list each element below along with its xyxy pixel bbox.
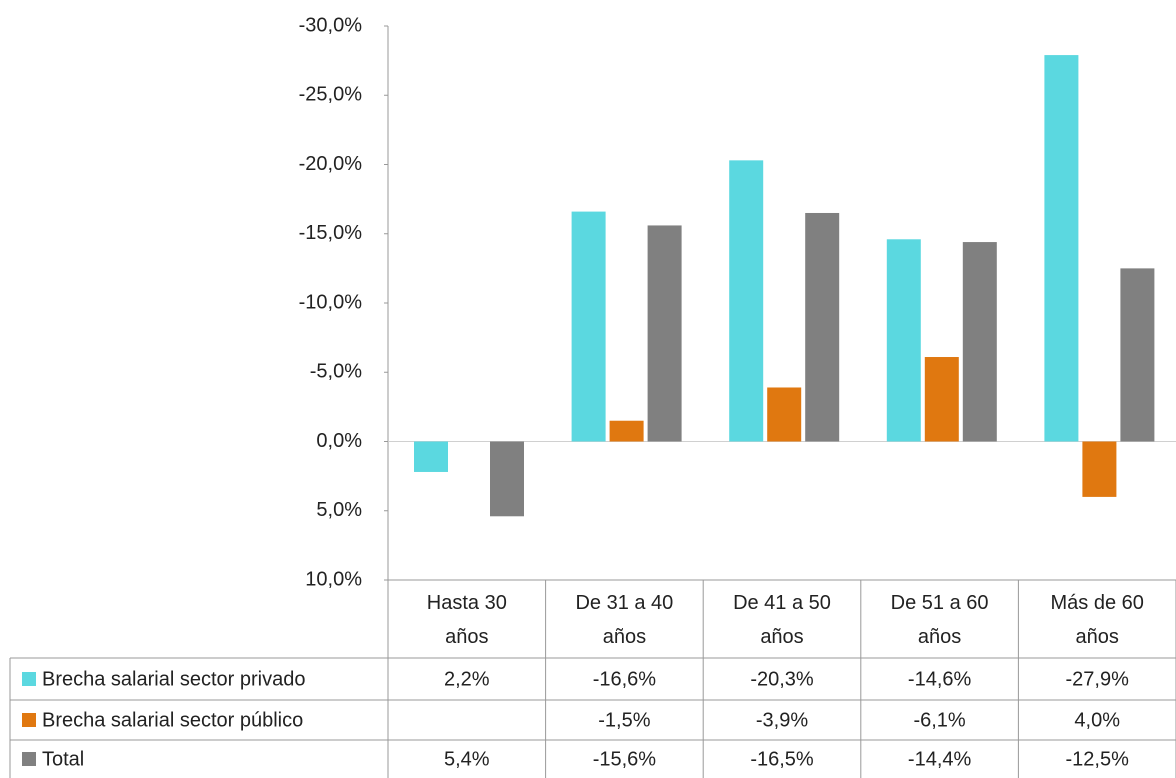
- bar: [1044, 55, 1079, 442]
- y-tick-label: -30,0%: [299, 14, 363, 36]
- data-label: -14,6%: [908, 668, 972, 690]
- bar: [571, 211, 606, 442]
- bar: [924, 357, 959, 442]
- data-label: -16,5%: [750, 748, 814, 770]
- y-tick-label: 10,0%: [305, 568, 362, 590]
- data-label: 2,2%: [444, 668, 490, 690]
- data-label: -14,4%: [908, 748, 972, 770]
- bar: [609, 420, 644, 442]
- data-label: -20,3%: [750, 668, 814, 690]
- legend-swatch: [22, 672, 36, 686]
- y-tick-label: 0,0%: [316, 430, 362, 452]
- bar: [414, 441, 448, 472]
- bar: [962, 242, 997, 442]
- data-label: 5,4%: [444, 748, 490, 770]
- data-label: -16,6%: [593, 668, 657, 690]
- bar: [729, 160, 764, 442]
- data-label: -12,5%: [1066, 748, 1130, 770]
- legend-label: Brecha salarial sector privado: [42, 668, 305, 690]
- x-tick-label: De 31 a 40 años: [575, 592, 674, 648]
- y-tick-label: -10,0%: [299, 291, 363, 313]
- x-tick-label: Hasta 30 años: [426, 592, 507, 648]
- data-label: 4,0%: [1074, 709, 1120, 731]
- data-label: -27,9%: [1066, 668, 1130, 690]
- bar: [886, 239, 921, 442]
- bar: [647, 225, 682, 442]
- bar: [1120, 268, 1155, 442]
- legend-label: Total: [42, 748, 84, 770]
- bar: [805, 212, 840, 442]
- data-label: -1,5%: [598, 709, 650, 731]
- data-label: -6,1%: [913, 709, 965, 731]
- y-tick-label: -15,0%: [299, 222, 363, 244]
- x-tick-label: De 51 a 60 años: [890, 592, 989, 648]
- y-tick-label: -25,0%: [299, 84, 363, 106]
- y-tick-label: -20,0%: [299, 153, 363, 175]
- bar: [490, 441, 524, 517]
- bar: [767, 387, 802, 442]
- legend-label: Brecha salarial sector público: [42, 709, 303, 731]
- legend-swatch: [22, 752, 36, 766]
- legend-swatch: [22, 713, 36, 727]
- y-tick-label: 5,0%: [316, 499, 362, 521]
- x-tick-label: Más de 60 años: [1050, 592, 1144, 648]
- data-label: -15,6%: [593, 748, 657, 770]
- x-tick-label: De 41 a 50 años: [733, 592, 831, 648]
- y-tick-label: -5,0%: [310, 361, 362, 383]
- bar: [1082, 441, 1117, 497]
- data-label: -3,9%: [756, 709, 808, 731]
